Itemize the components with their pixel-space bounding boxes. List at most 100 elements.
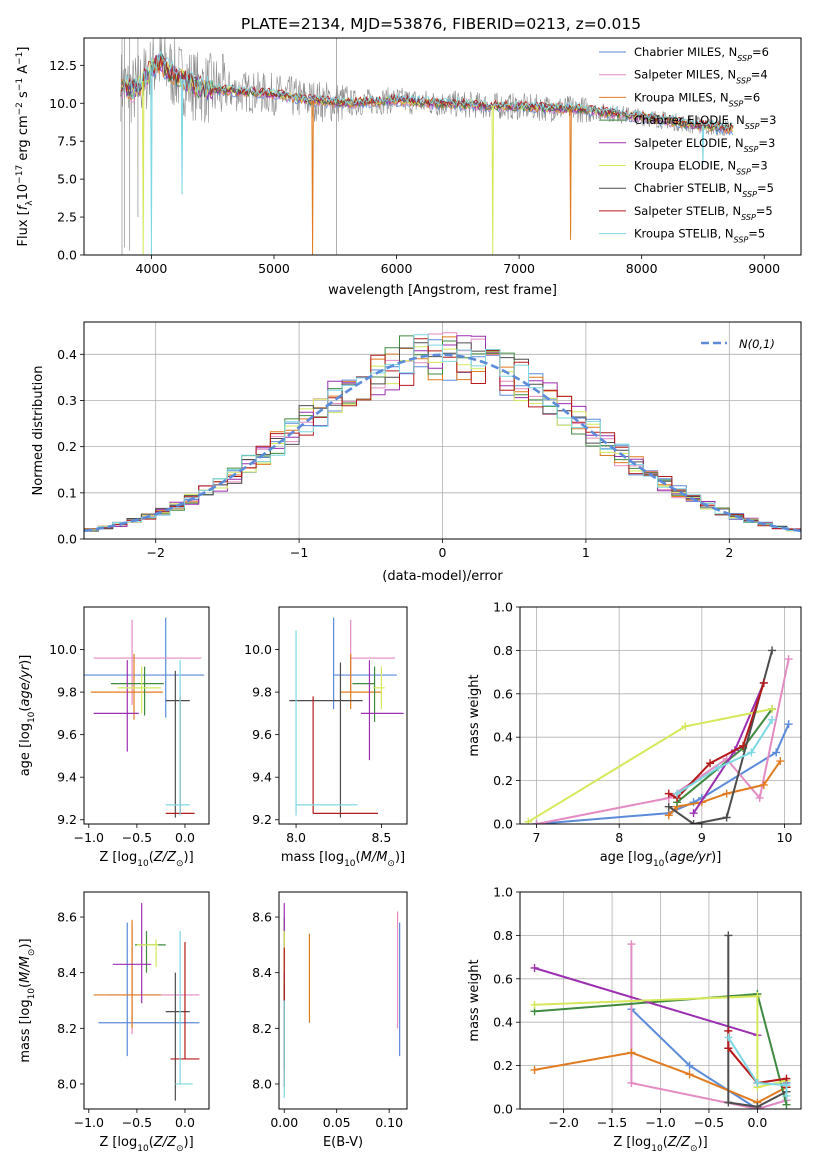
x-tick-label: 0: [439, 545, 447, 560]
y-axis-label-part: (: [18, 707, 33, 712]
x-tick-label: 0.0: [747, 1115, 767, 1130]
legend-label-name: Salpeter MILES, N: [634, 68, 736, 82]
observed-spectrum: [120, 38, 734, 136]
mass-weight-marker: [681, 722, 690, 731]
y-axis-label-part: Flux [: [16, 210, 31, 246]
mass-weight-marker: [759, 780, 768, 789]
y-axis-label-part: −1: [15, 78, 25, 91]
x-axis-label-part: )]: [184, 850, 194, 865]
x-axis-label-part: 10: [344, 859, 356, 869]
legend-label-7: Salpeter STELIB, NSSP=5: [634, 204, 773, 222]
mass-weight-marker: [739, 741, 748, 750]
y-axis-label-part: −1: [15, 52, 25, 65]
y-tick-label: 8.2: [57, 1021, 77, 1036]
axes-frame: [278, 606, 408, 825]
y-axis-label-part: f: [16, 203, 31, 210]
x-axis-label: mass [log10(M/M⊙)]: [281, 850, 405, 869]
axes-frame: [519, 891, 802, 1110]
axes-frame: [278, 891, 408, 1110]
mass-weight-marker: [689, 809, 698, 818]
x-tick-label: 0.0: [175, 830, 195, 845]
mass-weight-marker: [530, 963, 539, 972]
x-axis-label: Z [log10(Z/Z⊙)]: [99, 850, 193, 869]
y-axis-label-part: −17: [15, 165, 25, 184]
y-tick-label: 10.0: [49, 642, 77, 657]
legend-label-name: Salpeter ELODIE, N: [634, 136, 744, 150]
y-tick-label: 9.2: [252, 812, 272, 827]
mass-weight-marker: [782, 1091, 791, 1100]
y-tick-label: 0.8: [493, 928, 513, 943]
y-axis-label-part: age/yr: [18, 663, 33, 706]
mass_vs_Z-panel: −1.0 −0.5 0.08.08.28.48.6Z [log10(Z/Z⊙)]ma…: [18, 891, 210, 1154]
y-axis-label: mass weight: [467, 674, 482, 756]
x-axis-label: E(B-V): [323, 1135, 363, 1150]
y-axis-label: Flux [fλ10−17 erg cm−2 s−1 A−1]: [15, 47, 35, 247]
mass-weight-marker: [768, 704, 777, 713]
mw_vs_Z-panel: −2.0 −1.5 −1.0 −0.5 0.0 0.0 0.2 0.4 0.6 0.8 1.0 Z […: [467, 885, 802, 1154]
legend-normal-label: N(0,1): [739, 337, 775, 351]
x-axis-label-part: Z/Z: [153, 850, 177, 865]
mass-weight-marker: [664, 811, 673, 820]
y-tick-label: 0.1: [57, 485, 77, 500]
x-axis-label-part: Z [log: [99, 1135, 137, 1150]
absorption-feature: [701, 125, 705, 164]
y-tick-label: 9.6: [57, 727, 77, 742]
y-tick-label: 0.2: [493, 773, 513, 788]
x-tick-label: 8: [615, 830, 623, 845]
y-tick-label: 0.2: [493, 1058, 513, 1073]
axes-frame: [519, 606, 802, 825]
legend-label-tail: =3: [751, 159, 768, 173]
x-tick-label: −1.0: [74, 1115, 104, 1130]
y-axis-label: age [log10(age/yr)]: [18, 655, 37, 777]
x-tick-label: −1.0: [645, 1115, 675, 1130]
x-tick-label: 5000: [258, 261, 290, 276]
x-tick-label: −0.5: [694, 1115, 724, 1130]
absorption-feature: [491, 105, 494, 255]
model-spectrum-8: [120, 51, 733, 130]
y-tick-label: 0.8: [493, 643, 513, 658]
legend-label-8: Kroupa STELIB, NSSP=5: [634, 227, 765, 245]
x-axis-label-part: (: [663, 1135, 668, 1150]
y-tick-label: 9.6: [252, 727, 272, 742]
mass-weight-marker: [782, 1081, 791, 1090]
age_vs_Z-plot-area: [84, 617, 205, 818]
legend-label-6: Chabrier STELIB, NSSP=5: [634, 181, 774, 199]
x-axis-label-part: Z [log: [99, 850, 137, 865]
x-tick-label: 9000: [748, 261, 780, 276]
x-tick-label: 8.5: [371, 830, 391, 845]
spectrum-panel: 4000 5000 6000 7000 8000 9000 0.0 2.5 5.0 7.5 10.0…: [15, 37, 802, 298]
y-tick-label: 0.4: [57, 347, 77, 362]
x-axis-label-part: 10: [137, 1144, 149, 1154]
legend-label-tail: =5: [748, 227, 765, 241]
x-tick-label: −1.5: [597, 1115, 627, 1130]
mass-weight-line-8: [676, 719, 773, 795]
legend-label-tail: =3: [758, 136, 775, 150]
x-axis-label: (data-model)/error: [382, 569, 503, 584]
legend-label-tail: =4: [751, 68, 768, 82]
x-axis-label-part: (: [664, 850, 669, 865]
legend-label-sub: SSP: [734, 235, 749, 244]
x-axis-label-part: mass [log: [281, 850, 344, 865]
legend-label-sub: SSP: [737, 54, 752, 63]
mass-weight-marker: [706, 759, 715, 768]
y-axis-label-part: M/M: [18, 956, 33, 983]
mass-weight-marker: [627, 1048, 636, 1057]
y-axis-label-part: ⊙: [27, 949, 37, 957]
y-tick-label: 0.0: [57, 248, 77, 263]
age_vs_mass-plot-area: [289, 617, 404, 818]
y-tick-label: 8.2: [252, 1021, 272, 1036]
x-tick-label: 1: [582, 545, 590, 560]
x-axis-label-part: ⊙: [176, 859, 184, 869]
y-tick-label: 9.4: [57, 770, 77, 785]
y-tick-label: 10.0: [49, 96, 77, 111]
y-axis-label-part: mass [log: [18, 999, 33, 1062]
mass-weight-marker: [724, 1098, 733, 1107]
mass-weight-marker: [776, 757, 785, 766]
mass-weight-line-0: [536, 723, 790, 824]
legend-label-4: Salpeter ELODIE, NSSP=3: [634, 136, 775, 154]
x-axis-label-part: )]: [395, 850, 405, 865]
legend-label-sub: SSP: [729, 99, 744, 108]
legend-label-tail: =6: [743, 90, 760, 104]
y-axis-label: mass [log10(M/M⊙)]: [18, 938, 37, 1062]
legend-label-name: Kroupa STELIB, N: [634, 227, 734, 241]
